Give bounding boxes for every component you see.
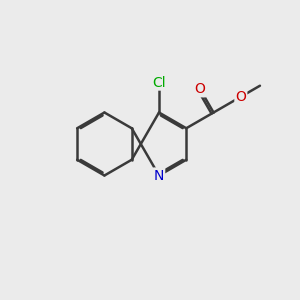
Text: O: O [236, 90, 246, 104]
Text: O: O [195, 82, 206, 96]
Text: N: N [154, 169, 164, 182]
Text: Cl: Cl [152, 76, 166, 90]
